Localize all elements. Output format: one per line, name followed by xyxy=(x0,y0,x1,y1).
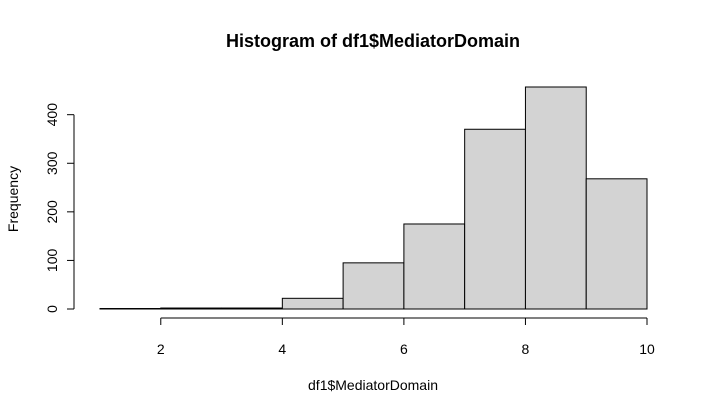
x-axis-label: df1$MediatorDomain xyxy=(308,377,438,393)
bar-bin-3-4 xyxy=(221,307,283,310)
x-axis: 2 4 6 8 10 xyxy=(157,317,655,357)
x-tick-label-10: 10 xyxy=(639,341,655,357)
x-tick-label-8: 8 xyxy=(522,341,530,357)
bar-bin-2-3 xyxy=(160,307,223,310)
x-tick-label-2: 2 xyxy=(157,341,165,357)
bar-bin-4-5 xyxy=(281,297,344,310)
y-axis-label: Frequency xyxy=(5,166,21,232)
chart-title: Histogram of df1$MediatorDomain xyxy=(226,31,520,51)
bar-bin-6-7 xyxy=(403,223,466,310)
y-tick-label-100: 100 xyxy=(44,249,60,273)
bar-bin-7-8 xyxy=(464,128,526,310)
x-tick-label-6: 6 xyxy=(400,341,408,357)
y-tick-label-0: 0 xyxy=(44,305,60,313)
bars-group xyxy=(99,86,648,310)
y-tick-label-200: 200 xyxy=(44,200,60,224)
bar-bin-9-10 xyxy=(585,178,648,310)
x-tick-label-4: 4 xyxy=(278,341,286,357)
bar-bin-8-9 xyxy=(524,86,587,310)
y-axis: 0 100 200 300 400 xyxy=(44,103,75,313)
y-tick-label-400: 400 xyxy=(44,103,60,127)
y-tick-label-300: 300 xyxy=(44,151,60,175)
bar-bin-5-6 xyxy=(342,262,405,310)
